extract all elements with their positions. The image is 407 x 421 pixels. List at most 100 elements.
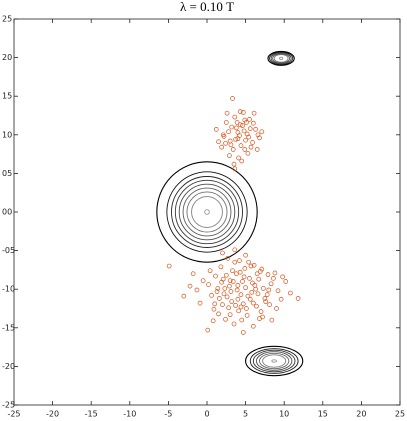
contour [279, 56, 284, 60]
scatter-point [239, 158, 245, 164]
contour [174, 179, 240, 245]
contour [171, 176, 243, 248]
scatter-point [233, 125, 239, 131]
scatter-point [230, 96, 235, 101]
scatter-point [247, 126, 253, 131]
scatter-point [240, 123, 245, 128]
y-tick-label: 25 [2, 15, 12, 24]
y-tick-label: -05 [2, 246, 15, 255]
scatter-point [213, 127, 219, 132]
scatter-point [244, 313, 250, 318]
y-tick-label: -25 [2, 401, 15, 410]
scatter-point [268, 281, 274, 287]
scatter-point [200, 278, 206, 284]
scatter-point [238, 143, 244, 148]
scatter-point [295, 296, 301, 301]
scatter-point [227, 283, 232, 289]
contour [166, 171, 248, 253]
scatter-point [241, 128, 247, 134]
scatter-point [254, 271, 260, 277]
scatter-point [220, 276, 226, 282]
scatter-point [244, 306, 249, 311]
y-tick-label: -10 [2, 285, 15, 294]
contour [259, 352, 290, 370]
scatter-point [219, 144, 225, 150]
scatter-point [240, 279, 245, 284]
contour [178, 183, 236, 241]
contour [271, 359, 277, 363]
scatter-point [255, 132, 261, 138]
scatter-point [262, 296, 268, 301]
scatter-point [243, 252, 248, 258]
scatter-point [224, 294, 230, 300]
scatter-point [224, 110, 230, 116]
scatter-point [253, 127, 258, 132]
y-tick-label: 10 [2, 130, 12, 139]
x-tick-label: -10 [123, 410, 136, 419]
scatter-point [283, 279, 289, 284]
scatter-point [232, 247, 238, 253]
scatter-point [225, 255, 231, 261]
scatter-point [244, 120, 249, 125]
scatter-point [216, 139, 221, 145]
scatter-point [229, 299, 235, 304]
scatter-point [242, 117, 248, 123]
scatter-point [245, 150, 251, 156]
scatter-point [217, 296, 222, 301]
scatter-point [253, 286, 258, 292]
scatter-point [243, 285, 248, 291]
y-tick-label: 00 [2, 208, 12, 217]
scatter-point [237, 122, 243, 128]
scatter-point [251, 110, 257, 116]
y-tick-label: -20 [2, 362, 15, 371]
scatter-point [280, 274, 286, 280]
scatter-point [207, 268, 213, 274]
contour [245, 345, 304, 377]
scatter-point [265, 272, 271, 277]
x-tick-label: -25 [7, 410, 20, 419]
scatter-point [234, 120, 240, 125]
scatter-point [263, 299, 269, 304]
scatter-point [220, 132, 226, 138]
scatter-point [252, 282, 258, 288]
scatter-point [250, 280, 255, 286]
x-tick-label: -15 [85, 410, 98, 419]
scatter-point [235, 130, 241, 135]
chart-title: λ = 0.10 T [180, 0, 234, 14]
x-tick-label: 0 [204, 410, 209, 419]
scatter-point [258, 309, 264, 314]
scatter-point [187, 283, 193, 289]
scatter-point [259, 129, 265, 135]
x-tick-label: 5 [243, 410, 248, 419]
contour [252, 349, 296, 373]
x-tick-label: 15 [318, 410, 328, 419]
scatter-point [259, 266, 265, 272]
contour [255, 351, 293, 371]
x-tick-label: -5 [164, 410, 172, 419]
scatter-point [235, 282, 241, 288]
scatter-point [264, 292, 270, 297]
contour [273, 54, 289, 63]
scatter-point [221, 291, 227, 297]
scatter-point [242, 147, 248, 152]
scatter-point [271, 276, 276, 281]
scatter-point [242, 266, 248, 271]
scatter-point [247, 296, 253, 302]
scatter-point [228, 142, 234, 148]
contour [186, 191, 228, 233]
x-tick-label: 25 [395, 410, 405, 419]
contour [272, 53, 291, 64]
scatter-point [246, 259, 252, 265]
scatter-point [214, 289, 220, 294]
scatter-point [234, 287, 240, 293]
scatter-point [231, 161, 237, 167]
scatter-point [245, 293, 251, 299]
scatter-point [247, 276, 252, 281]
scatter-point [212, 301, 218, 307]
scatter-point [166, 263, 172, 269]
scatter-point [210, 318, 216, 324]
scatter-point [250, 323, 256, 329]
scatter-point [223, 316, 228, 322]
scatter-point [269, 317, 275, 323]
x-tick-label: 20 [356, 410, 366, 419]
